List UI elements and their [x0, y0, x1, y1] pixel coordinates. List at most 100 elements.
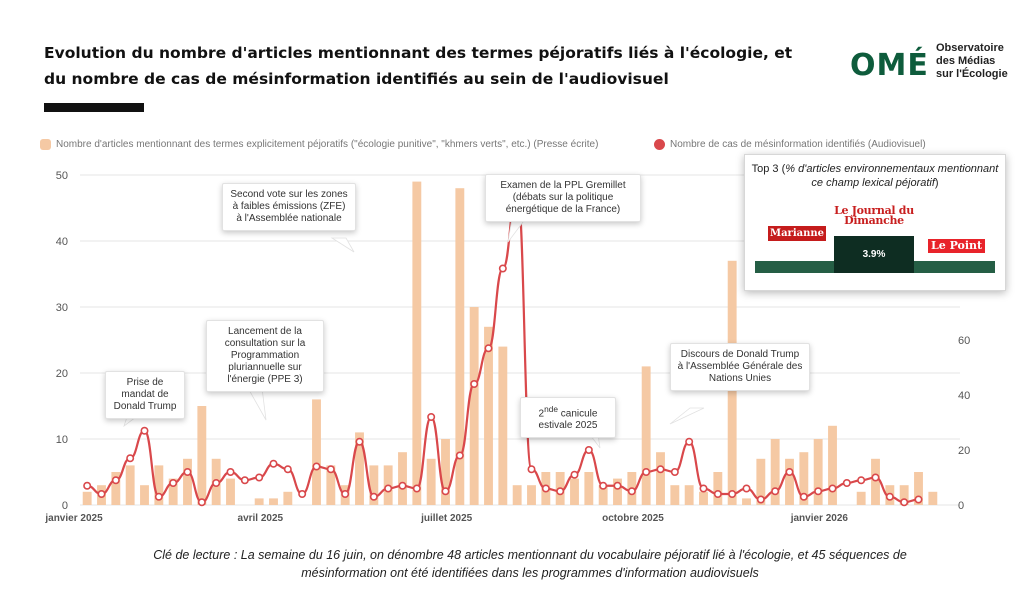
chart-legend: Nombre d'articles mentionnant des termes…	[40, 139, 1000, 155]
y-left-tick-label: 40	[56, 236, 68, 248]
line-point	[197, 498, 206, 507]
x-tick-label: janvier 2025	[44, 513, 103, 524]
line-point	[140, 426, 149, 435]
bar	[613, 478, 622, 505]
line-point	[527, 465, 536, 474]
callout-ppe3: Lancement de la consultation sur la Prog…	[206, 320, 324, 392]
bar	[283, 491, 293, 505]
bar	[398, 452, 407, 505]
bar	[598, 485, 608, 505]
bar	[484, 326, 493, 505]
bar	[168, 478, 178, 505]
bar	[140, 485, 149, 505]
bar	[312, 399, 321, 505]
bar	[713, 472, 723, 505]
lepoint-logo: Le Point	[928, 239, 986, 253]
line-point	[728, 489, 737, 498]
y-left-tick-label: 30	[56, 302, 68, 314]
bar	[412, 181, 422, 505]
legend-label-line: Nombre de cas de mésinformation identifi…	[670, 139, 926, 150]
line-point	[470, 379, 479, 388]
bar	[154, 465, 164, 505]
chart-canvas: 0 10 20 30 40 50 0 20 40 60 janvier 2025 avril 2025…	[44, 170, 970, 524]
bar	[871, 458, 880, 505]
top3-title-suffix: )	[934, 177, 939, 189]
line-point	[484, 344, 493, 353]
line-point	[126, 454, 135, 463]
bar	[813, 439, 823, 505]
line-point	[642, 467, 651, 476]
bar	[670, 485, 680, 505]
bar	[269, 498, 278, 505]
bar	[355, 432, 364, 505]
line-point	[269, 459, 278, 468]
line-point	[212, 478, 221, 487]
bar	[369, 465, 379, 505]
line-point	[799, 492, 808, 501]
line-point	[627, 487, 636, 496]
bar	[770, 439, 780, 505]
bar	[183, 458, 192, 505]
y-right-tick-label: 0	[958, 500, 964, 512]
bar	[82, 491, 92, 505]
bar	[914, 472, 923, 505]
line-point	[685, 437, 694, 446]
line-point	[713, 489, 722, 498]
line-point	[814, 487, 823, 496]
callout-ppl-gremillet: Examen de la PPL Gremillet (débats sur l…	[485, 174, 641, 222]
bar	[441, 439, 450, 505]
line-point	[785, 467, 794, 476]
callout-trump-un: Discours de Donald Trump à l'Assemblée G…	[670, 343, 810, 391]
callout-pointer	[247, 387, 267, 421]
bar	[527, 485, 536, 505]
logo-text: Observatoire des Médias sur l'Écologie	[936, 42, 1008, 80]
bar	[756, 458, 766, 505]
line-point	[914, 495, 923, 504]
line-point	[871, 473, 880, 482]
bar	[899, 485, 909, 505]
line-point	[298, 489, 307, 498]
line-point	[541, 484, 550, 493]
jdd-logo: Le Journal du Dimanche	[834, 204, 914, 227]
line-point	[656, 465, 665, 474]
legend-item-line[interactable]: Nombre de cas de mésinformation identifi…	[654, 139, 926, 150]
line-point	[427, 412, 436, 421]
top3-podium-first: 3.9%	[834, 236, 914, 273]
line-point	[828, 484, 837, 493]
x-tick-label: octobre 2025	[602, 513, 664, 524]
line-point	[154, 492, 163, 501]
bar	[498, 346, 508, 505]
bar	[828, 425, 837, 505]
line-point	[226, 467, 235, 476]
bar	[641, 366, 651, 505]
line-point	[97, 489, 106, 498]
top3-panel: Top 3 (% d'articles environnementaux men…	[744, 154, 1006, 291]
bar	[326, 465, 336, 505]
line-point	[398, 481, 407, 490]
bar	[656, 452, 665, 505]
line-point	[857, 476, 866, 485]
bar	[254, 498, 264, 505]
line-point	[584, 445, 593, 454]
y-right-tick-label: 20	[958, 445, 970, 457]
line-point	[742, 484, 751, 493]
line-point	[699, 484, 708, 493]
line-point	[885, 492, 894, 501]
legend-item-bars[interactable]: Nombre d'articles mentionnant des termes…	[40, 139, 598, 150]
line-point	[384, 484, 393, 493]
marianne-logo: Marianne	[768, 226, 826, 241]
callout-pointer	[330, 237, 355, 253]
x-tick-label: juillet 2025	[420, 513, 473, 524]
bar	[699, 491, 708, 505]
line-point	[312, 462, 321, 471]
y-left-tick-label: 10	[56, 434, 68, 446]
line-point	[455, 451, 464, 460]
y-right-tick-label: 40	[958, 390, 970, 402]
y-left-tick-label: 20	[56, 368, 68, 380]
line-point	[441, 487, 450, 496]
logo-mark: OMÉ	[850, 48, 929, 83]
bar	[426, 458, 436, 505]
line-point	[111, 476, 120, 485]
x-tick-label: janvier 2026	[790, 513, 849, 524]
line-point	[599, 481, 608, 490]
